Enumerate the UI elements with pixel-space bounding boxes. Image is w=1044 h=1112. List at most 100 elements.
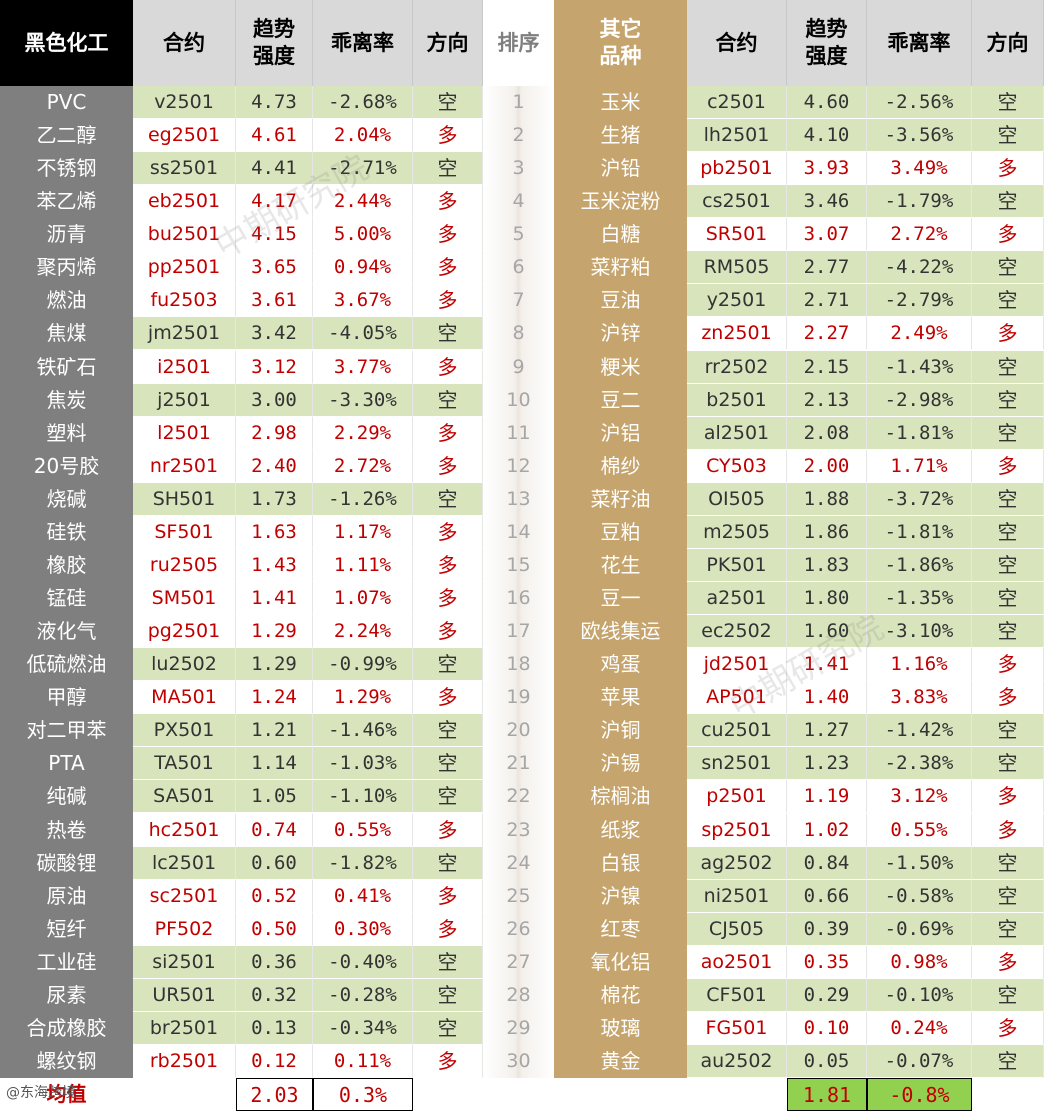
left-row-direction: 多 xyxy=(413,284,483,317)
left-row-contract: v2501 xyxy=(133,86,236,119)
right-row-direction: 空 xyxy=(972,185,1044,218)
left-row-strength: 4.41 xyxy=(236,152,313,185)
right-row-name: 花生 xyxy=(600,553,641,577)
left-row-strength: 1.43 xyxy=(236,549,313,582)
right-row-deviation: -1.50% xyxy=(867,847,972,880)
left-row-deviation: 0.30% xyxy=(313,913,413,946)
left-row-name: 短纤 xyxy=(46,917,87,941)
header-rank: 排序 xyxy=(483,0,554,86)
left-row-contract: pp2501 xyxy=(133,251,236,284)
left-row-contract: i2501 xyxy=(133,351,236,384)
source-logo: @东海跨境 xyxy=(6,1085,76,1101)
footer-left-avg-deviation: 0.3% xyxy=(313,1078,413,1111)
rank-number: 19 xyxy=(506,686,531,708)
right-row-deviation: -0.69% xyxy=(867,913,972,946)
left-row-direction: 多 xyxy=(413,516,483,549)
left-row-strength: 1.21 xyxy=(236,714,313,747)
left-row-strength: 1.29 xyxy=(236,648,313,681)
right-row-strength: 2.27 xyxy=(787,317,867,350)
right-row-strength: 0.39 xyxy=(787,913,867,946)
left-row-name: 烧碱 xyxy=(46,487,87,511)
left-row-name: 纯碱 xyxy=(46,784,87,808)
right-row-strength: 2.71 xyxy=(787,284,867,317)
right-name-column-bg xyxy=(554,86,687,1078)
right-row-contract: m2505 xyxy=(687,516,787,549)
left-row-direction: 多 xyxy=(413,615,483,648)
left-row-deviation: -0.40% xyxy=(313,946,413,979)
right-row-strength: 0.35 xyxy=(787,946,867,979)
left-row-deviation: 1.17% xyxy=(313,516,413,549)
right-row-strength: 0.10 xyxy=(787,1012,867,1045)
right-row-name: 棉花 xyxy=(600,983,641,1007)
right-row-deviation: -1.81% xyxy=(867,417,972,450)
left-row-strength: 0.52 xyxy=(236,880,313,913)
header-right-direction: 方向 xyxy=(972,0,1044,86)
left-row-deviation: 2.24% xyxy=(313,615,413,648)
right-row-contract: ni2501 xyxy=(687,880,787,913)
right-row-contract: cs2501 xyxy=(687,185,787,218)
right-row-direction: 空 xyxy=(972,582,1044,615)
right-row-deviation: -1.35% xyxy=(867,582,972,615)
footer-avg-label: 均值 xyxy=(0,1078,133,1111)
header-left-strength: 趋势 强度 xyxy=(236,0,313,86)
rank-number: 12 xyxy=(506,455,531,477)
right-row-strength: 1.80 xyxy=(787,582,867,615)
right-row-direction: 多 xyxy=(972,1012,1044,1045)
right-row-contract: pb2501 xyxy=(687,152,787,185)
right-row-contract: sp2501 xyxy=(687,814,787,847)
left-row-strength: 4.61 xyxy=(236,119,313,152)
right-row-direction: 空 xyxy=(972,880,1044,913)
left-row-deviation: -1.82% xyxy=(313,847,413,880)
left-row-deviation: -1.26% xyxy=(313,483,413,516)
right-row-deviation: 0.55% xyxy=(867,814,972,847)
rank-number: 7 xyxy=(512,289,525,311)
right-row-contract: RM505 xyxy=(687,251,787,284)
right-row-strength: 0.05 xyxy=(787,1045,867,1078)
right-row-strength: 2.00 xyxy=(787,450,867,483)
right-row-strength: 0.29 xyxy=(787,979,867,1012)
right-row-direction: 空 xyxy=(972,979,1044,1012)
left-row-direction: 多 xyxy=(413,417,483,450)
left-row-direction: 多 xyxy=(413,681,483,714)
right-row-contract: zn2501 xyxy=(687,317,787,350)
left-row-deviation: 0.11% xyxy=(313,1045,413,1078)
right-row-name: 欧线集运 xyxy=(580,619,661,643)
right-row-direction: 空 xyxy=(972,119,1044,152)
right-row-contract: ag2502 xyxy=(687,847,787,880)
left-row-contract: ru2505 xyxy=(133,549,236,582)
left-row-strength: 3.61 xyxy=(236,284,313,317)
left-row-direction: 空 xyxy=(413,780,483,813)
right-row-contract: SR501 xyxy=(687,218,787,251)
right-row-direction: 空 xyxy=(972,847,1044,880)
right-row-strength: 2.08 xyxy=(787,417,867,450)
left-row-deviation: 1.07% xyxy=(313,582,413,615)
right-row-deviation: 0.98% xyxy=(867,946,972,979)
left-row-direction: 空 xyxy=(413,86,483,119)
left-row-name: 沥青 xyxy=(46,222,87,246)
header-left-deviation-text: 乖离率 xyxy=(331,30,394,55)
rank-number: 28 xyxy=(506,984,531,1006)
right-row-direction: 空 xyxy=(972,516,1044,549)
right-row-strength: 3.07 xyxy=(787,218,867,251)
left-name-column-bg xyxy=(0,86,133,1078)
left-row-direction: 空 xyxy=(413,483,483,516)
right-row-deviation: -1.43% xyxy=(867,351,972,384)
rank-number: 15 xyxy=(506,554,531,576)
rank-number: 21 xyxy=(506,752,531,774)
left-row-contract: eb2501 xyxy=(133,185,236,218)
left-row-contract: eg2501 xyxy=(133,119,236,152)
left-row-direction: 空 xyxy=(413,1012,483,1045)
right-row-strength: 3.46 xyxy=(787,185,867,218)
right-row-contract: lh2501 xyxy=(687,119,787,152)
left-row-strength: 3.65 xyxy=(236,251,313,284)
left-row-contract: l2501 xyxy=(133,417,236,450)
right-row-contract: rr2502 xyxy=(687,351,787,384)
right-row-deviation: 2.49% xyxy=(867,317,972,350)
left-row-deviation: 3.77% xyxy=(313,351,413,384)
left-row-contract: UR501 xyxy=(133,979,236,1012)
right-row-name: 豆二 xyxy=(600,388,641,412)
left-row-strength: 1.41 xyxy=(236,582,313,615)
left-row-direction: 空 xyxy=(413,317,483,350)
right-row-name: 生猪 xyxy=(600,123,641,147)
left-row-strength: 2.98 xyxy=(236,417,313,450)
